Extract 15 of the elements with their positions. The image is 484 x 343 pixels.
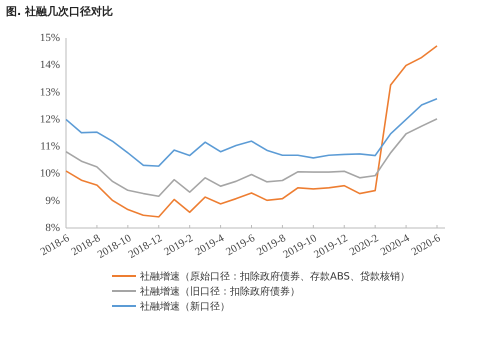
line-series: [65, 45, 438, 218]
chart-title: 图. 社融几次口径对比: [6, 5, 114, 18]
y-tick-label: 14%: [40, 59, 60, 72]
legend-label: 社融增速（旧口径：扣除政府债券）: [140, 286, 300, 298]
line-series: [65, 98, 438, 167]
line-series: [65, 118, 438, 198]
y-tick-label: 12%: [40, 113, 60, 126]
y-tick-label: 9%: [45, 194, 60, 207]
legend-label: 社融增速（新口径）: [140, 300, 230, 312]
y-tick-label: 10%: [40, 168, 60, 180]
legend-label: 社融增速（原始口径：扣除政府债券、存款ABS、贷款核销）: [140, 270, 410, 282]
y-tick-label: 13%: [40, 86, 60, 98]
y-tick-label: 15%: [40, 32, 60, 44]
y-tick-label: 8%: [45, 222, 60, 234]
y-tick-label: 11%: [40, 140, 60, 153]
